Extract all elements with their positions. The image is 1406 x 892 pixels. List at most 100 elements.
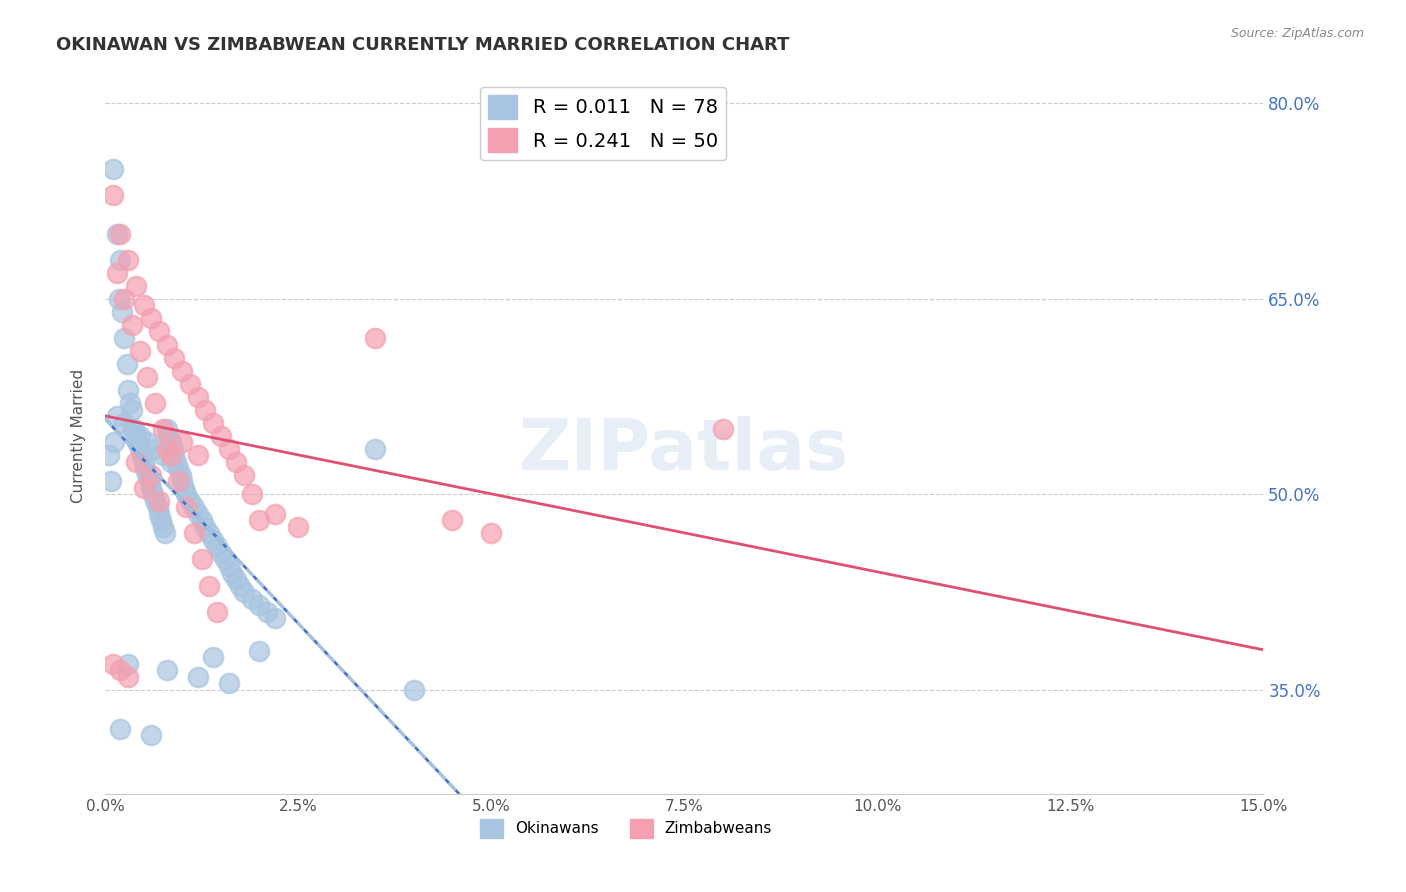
Point <box>169 467 191 482</box>
Point <box>163 351 186 365</box>
Point <box>110 722 132 736</box>
Point <box>128 442 150 456</box>
Point <box>97 448 120 462</box>
Point <box>402 682 425 697</box>
Point <box>117 657 139 671</box>
Point <box>159 448 181 462</box>
Point <box>218 676 240 690</box>
Point <box>152 422 174 436</box>
Point <box>105 266 128 280</box>
Point <box>143 396 166 410</box>
Point <box>198 578 221 592</box>
Point <box>187 507 209 521</box>
Point <box>152 448 174 462</box>
Point <box>364 331 387 345</box>
Point <box>364 442 387 456</box>
Point <box>132 481 155 495</box>
Point <box>125 428 148 442</box>
Point <box>209 546 232 560</box>
Point <box>100 475 122 489</box>
Point <box>287 520 309 534</box>
Point <box>205 605 228 619</box>
Point <box>101 161 124 176</box>
Point <box>141 311 163 326</box>
Point <box>103 435 125 450</box>
Point <box>249 643 271 657</box>
Point <box>174 500 197 515</box>
Point <box>172 435 194 450</box>
Point <box>148 325 170 339</box>
Point <box>205 540 228 554</box>
Point <box>163 448 186 462</box>
Point <box>256 605 278 619</box>
Point <box>128 428 150 442</box>
Point <box>127 435 149 450</box>
Point <box>101 657 124 671</box>
Point <box>156 337 179 351</box>
Point <box>174 487 197 501</box>
Point <box>214 552 236 566</box>
Point <box>110 252 132 267</box>
Point <box>111 305 134 319</box>
Point <box>124 422 146 436</box>
Point <box>183 500 205 515</box>
Point <box>225 572 247 586</box>
Point <box>229 578 252 592</box>
Text: Source: ZipAtlas.com: Source: ZipAtlas.com <box>1230 27 1364 40</box>
Point <box>136 370 159 384</box>
Point <box>117 252 139 267</box>
Point <box>141 728 163 742</box>
Point <box>162 442 184 456</box>
Point <box>115 357 138 371</box>
Point <box>159 455 181 469</box>
Point <box>125 455 148 469</box>
Point <box>142 487 165 501</box>
Point <box>136 435 159 450</box>
Point <box>156 663 179 677</box>
Point <box>117 383 139 397</box>
Point <box>711 422 734 436</box>
Point <box>264 507 287 521</box>
Point <box>146 500 169 515</box>
Point <box>218 442 240 456</box>
Point <box>249 513 271 527</box>
Point <box>131 448 153 462</box>
Point <box>108 292 131 306</box>
Point <box>173 481 195 495</box>
Point <box>105 409 128 424</box>
Text: OKINAWAN VS ZIMBABWEAN CURRENTLY MARRIED CORRELATION CHART: OKINAWAN VS ZIMBABWEAN CURRENTLY MARRIED… <box>56 36 790 54</box>
Point <box>172 363 194 377</box>
Point <box>209 428 232 442</box>
Legend: Okinawans, Zimbabweans: Okinawans, Zimbabweans <box>474 813 779 844</box>
Point <box>225 455 247 469</box>
Point <box>167 475 190 489</box>
Point <box>128 344 150 359</box>
Point <box>179 494 201 508</box>
Point <box>132 298 155 312</box>
Point <box>141 481 163 495</box>
Point <box>112 292 135 306</box>
Point <box>125 279 148 293</box>
Point <box>110 663 132 677</box>
Point <box>167 461 190 475</box>
Point <box>156 422 179 436</box>
Point <box>112 416 135 430</box>
Point <box>194 520 217 534</box>
Point <box>249 598 271 612</box>
Point <box>233 585 256 599</box>
Point <box>141 467 163 482</box>
Point <box>148 494 170 508</box>
Point <box>134 461 156 475</box>
Point <box>240 591 263 606</box>
Point <box>179 376 201 391</box>
Point <box>198 526 221 541</box>
Point <box>221 566 243 580</box>
Point <box>143 494 166 508</box>
Point <box>441 513 464 527</box>
Point <box>152 520 174 534</box>
Point <box>159 435 181 450</box>
Point <box>156 442 179 456</box>
Point <box>187 670 209 684</box>
Point <box>165 455 187 469</box>
Point <box>148 507 170 521</box>
